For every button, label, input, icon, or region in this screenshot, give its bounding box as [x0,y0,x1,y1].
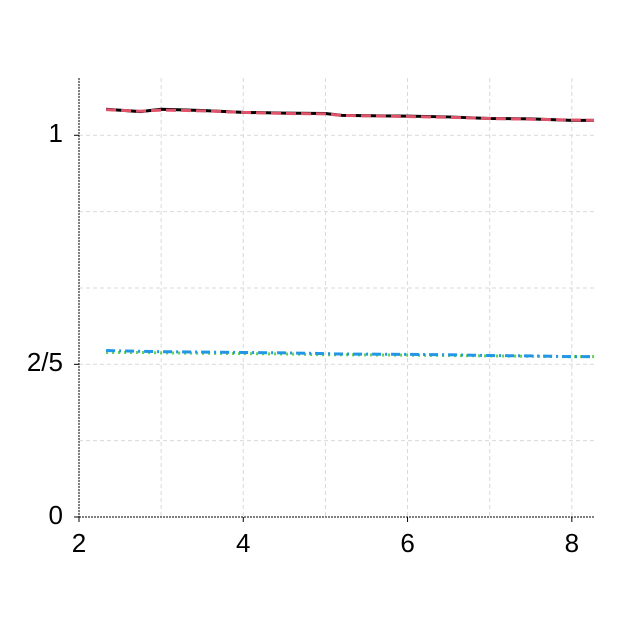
y-tick-label: 0 [49,500,63,530]
line [106,349,594,359]
x-tick-label: 6 [400,528,414,558]
x-tick-label: 4 [236,528,250,558]
x-tick-label: 2 [72,528,86,558]
y-tick-label: 2/5 [27,347,63,377]
line [106,108,595,122]
x-tick-label: 8 [565,528,579,558]
line [106,350,594,359]
y-tick-label: 1 [49,118,63,148]
